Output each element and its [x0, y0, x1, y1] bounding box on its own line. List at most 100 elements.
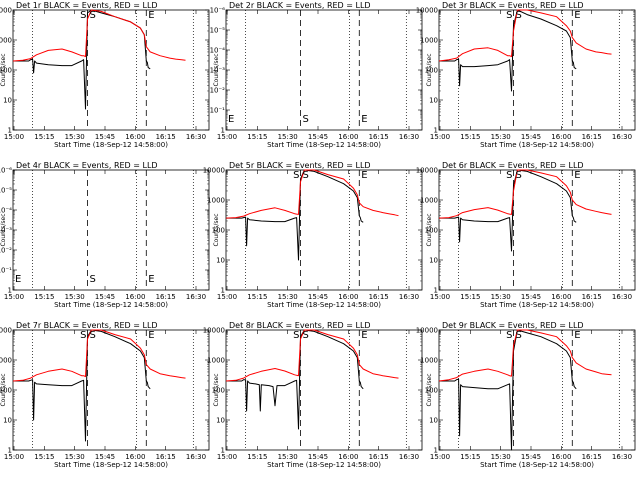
x-tick-label: 15:15: [247, 293, 267, 301]
y-tick-label: 10: [216, 417, 225, 425]
y-axis-label: Counts/sec: [213, 213, 220, 246]
x-tick-label: 15:15: [460, 133, 480, 141]
start-marker-label: S: [89, 330, 95, 341]
x-tick-label: 15:15: [34, 453, 54, 461]
detector-panel: Det 7r BLACK = Events, RED = LLD 1 10 100 10…: [0, 320, 213, 480]
detector-panel: Det 6r BLACK = Events, RED = LLD 1 10 100 10…: [416, 160, 639, 320]
y-tick-label: 1000: [0, 37, 12, 45]
y-tick-label: 100: [0, 67, 12, 75]
lld-series-line: [12, 9, 186, 62]
panel-title: Det 4r BLACK = Events, RED = LLD: [16, 161, 158, 170]
start-marker-label: S: [80, 330, 86, 341]
y-tick-label: 1: [434, 127, 438, 135]
x-tick-label: 16:30: [186, 133, 206, 141]
y-axis-label: Counts/sec: [426, 53, 433, 86]
panel-plot: Det 6r BLACK = Events, RED = LLD 1 10 100 10…: [416, 161, 636, 309]
y-tick-label: 10⁻⁵: [210, 27, 226, 35]
y-tick-label: 10⁻¹: [210, 107, 226, 115]
plot-frame: [12, 169, 210, 291]
panel-title: Det 9r BLACK = Events, RED = LLD: [442, 321, 584, 330]
x-tick-label: 15:30: [278, 293, 298, 301]
end-marker-label: E: [361, 330, 367, 341]
x-tick-label: 15:00: [217, 293, 237, 301]
x-tick-label: 15:15: [460, 293, 480, 301]
x-tick-label: 16:15: [369, 293, 389, 301]
x-tick-label: 15:30: [65, 453, 85, 461]
x-tick-label: 15:45: [95, 133, 115, 141]
lld-series-line: [225, 169, 399, 219]
x-tick-label: 16:00: [125, 453, 145, 461]
x-tick-label: 16:00: [551, 293, 571, 301]
end-marker-label: E: [148, 274, 154, 285]
y-tick-label: 10⁻⁶: [210, 7, 226, 15]
plot-frame: [438, 329, 636, 451]
end-marker-label: E: [361, 114, 367, 125]
plot-frame: [225, 9, 423, 131]
x-tick-label: 15:45: [308, 453, 328, 461]
x-tick-label: 16:00: [338, 453, 358, 461]
events-series-line: [13, 329, 151, 442]
y-tick-label: 10⁻⁶: [0, 167, 12, 175]
lld-series-line: [225, 329, 399, 382]
lld-series-line: [438, 9, 612, 62]
y-tick-label: 10⁻⁵: [0, 187, 12, 195]
y-tick-label: 10000: [203, 167, 225, 175]
y-tick-label: 1000: [207, 357, 225, 365]
y-tick-label: 1: [221, 127, 225, 135]
plot-frame: [225, 169, 423, 291]
panel-plot: Det 8r BLACK = Events, RED = LLD 1 10 100 10…: [203, 321, 423, 469]
x-tick-label: 15:15: [460, 453, 480, 461]
events-series-line: [439, 329, 577, 451]
y-axis-label: Counts/sec: [213, 373, 220, 406]
start-marker-label: S: [89, 10, 95, 21]
panel-plot: Det 2r BLACK = Events, RED = LLD 1 10⁻¹ 10⁻…: [210, 1, 423, 149]
x-axis-label: Start Time (18-Sep-12 14:58:00): [54, 141, 168, 149]
x-tick-label: 15:30: [491, 453, 511, 461]
x-tick-label: 15:45: [521, 133, 541, 141]
x-tick-label: 15:45: [308, 133, 328, 141]
x-tick-label: 16:30: [399, 453, 419, 461]
x-tick-label: 16:15: [582, 133, 602, 141]
x-tick-label: 15:00: [430, 133, 450, 141]
x-tick-label: 16:00: [125, 293, 145, 301]
x-tick-label: 15:00: [217, 133, 237, 141]
x-tick-label: 16:30: [186, 453, 206, 461]
start-marker-label: S: [515, 330, 521, 341]
x-tick-label: 15:30: [491, 133, 511, 141]
end-marker-label: E: [228, 114, 234, 125]
panel-title: Det 7r BLACK = Events, RED = LLD: [16, 321, 158, 330]
plot-frame: [12, 9, 210, 131]
y-tick-label: 10⁻⁴: [210, 47, 226, 55]
y-tick-label: 100: [425, 387, 438, 395]
y-tick-label: 10⁻⁴: [0, 207, 12, 215]
lld-series-line: [12, 329, 186, 382]
x-tick-label: 15:00: [430, 453, 450, 461]
x-axis-label: Start Time (18-Sep-12 14:58:00): [480, 141, 594, 149]
start-marker-label: S: [302, 114, 308, 125]
y-tick-label: 1000: [420, 197, 438, 205]
x-tick-label: 16:30: [399, 293, 419, 301]
end-marker-label: E: [574, 10, 580, 21]
x-axis-label: Start Time (18-Sep-12 14:58:00): [267, 461, 381, 469]
y-tick-label: 1: [434, 287, 438, 295]
end-marker-label: E: [574, 170, 580, 181]
x-tick-label: 16:30: [186, 293, 206, 301]
x-tick-label: 15:30: [65, 293, 85, 301]
panel-title: Det 2r BLACK = Events, RED = LLD: [229, 1, 371, 10]
x-tick-label: 16:30: [612, 133, 632, 141]
x-axis-label: Start Time (18-Sep-12 14:58:00): [480, 461, 594, 469]
end-marker-label: E: [148, 10, 154, 21]
events-series-line: [439, 169, 577, 252]
x-axis-label: Start Time (18-Sep-12 14:58:00): [267, 141, 381, 149]
events-series-line: [226, 329, 364, 430]
y-tick-label: 10: [216, 257, 225, 265]
x-tick-label: 16:15: [156, 293, 176, 301]
panel-plot: Det 7r BLACK = Events, RED = LLD 1 10 100 10…: [0, 321, 210, 469]
x-tick-label: 15:45: [308, 293, 328, 301]
y-tick-label: 1: [8, 447, 12, 455]
y-tick-label: 1: [221, 287, 225, 295]
end-marker-label: E: [148, 330, 154, 341]
x-tick-label: 15:00: [4, 293, 24, 301]
panel-plot: Det 9r BLACK = Events, RED = LLD 1 10 100 10…: [416, 321, 636, 469]
y-tick-label: 1000: [0, 357, 12, 365]
